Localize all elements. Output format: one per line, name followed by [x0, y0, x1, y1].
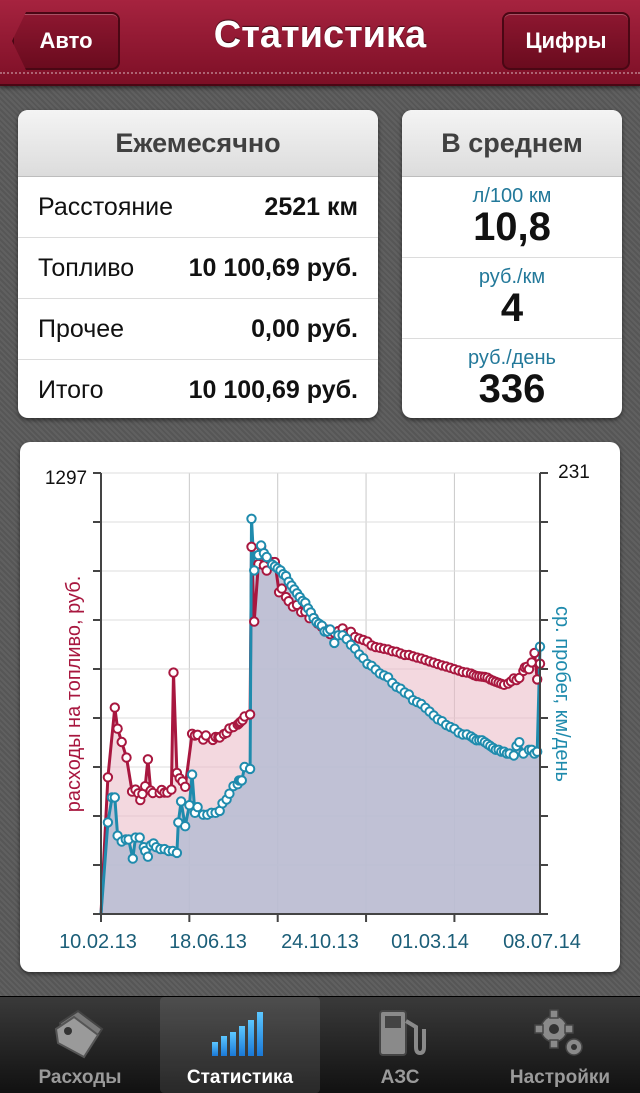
tags-icon: [50, 1005, 110, 1061]
row-total: Итого 10 100,69 руб.: [18, 360, 378, 418]
chart-axes: [93, 472, 548, 922]
tab-label: Статистика: [186, 1067, 294, 1088]
data-point: [109, 792, 121, 803]
bar-chart-icon: [210, 1005, 270, 1061]
monthly-header: Ежемесячно: [18, 110, 378, 177]
avg-label: л/100 км: [472, 185, 552, 207]
data-point: [529, 647, 540, 659]
row-label: Прочее: [38, 314, 125, 343]
data-point: [116, 736, 127, 748]
data-point: [134, 832, 145, 843]
tab-expenses[interactable]: Расходы: [0, 997, 160, 1093]
tab-label: АЗС: [380, 1067, 420, 1088]
data-point: [526, 657, 537, 668]
data-point: [224, 788, 235, 799]
tab-statistics[interactable]: Статистика: [160, 997, 320, 1093]
y-left-axis-label: расходы на топливо, руб.: [63, 576, 85, 813]
gears-icon: [530, 1005, 590, 1061]
avg-cost-per-day: руб./день 336: [402, 339, 622, 418]
row-value: 10 100,69 руб.: [188, 375, 358, 404]
data-point: [168, 667, 179, 678]
data-point: [236, 775, 248, 786]
back-button[interactable]: Авто: [12, 12, 120, 70]
row-label: Расстояние: [38, 192, 174, 221]
data-point: [276, 583, 287, 594]
avg-label: руб./км: [478, 266, 546, 288]
x-tick-label: 08.07.14: [503, 931, 581, 953]
x-tick-label: 18.06.13: [169, 931, 247, 953]
avg-consumption: л/100 км 10,8: [402, 177, 622, 258]
data-point: [246, 513, 257, 525]
data-point: [127, 853, 139, 864]
y-left-max-label: 1297: [45, 468, 87, 489]
data-point: [112, 723, 123, 734]
tab-bar: Расходы Статистика: [0, 996, 640, 1093]
row-label: Итого: [38, 375, 104, 404]
data-point: [102, 772, 114, 783]
average-header: В среднем: [402, 110, 622, 177]
avg-label: руб./день: [468, 347, 556, 369]
x-tick-label: 10.02.13: [59, 931, 137, 953]
tab-label: Настройки: [509, 1067, 611, 1088]
data-point: [175, 796, 187, 807]
data-point: [171, 847, 183, 859]
data-point: [102, 817, 114, 828]
average-card: В среднем л/100 км 10,8 руб./км 4 руб./д…: [402, 110, 622, 418]
numbers-button[interactable]: Цифры: [502, 12, 630, 70]
data-point: [166, 784, 177, 795]
row-value: 0,00 руб.: [251, 314, 358, 343]
row-value: 10 100,69 руб.: [188, 253, 358, 282]
avg-value: 336: [478, 367, 546, 411]
data-point: [508, 750, 519, 761]
row-distance: Расстояние 2521 км: [18, 177, 378, 238]
tab-label: Расходы: [38, 1067, 122, 1088]
avg-cost-per-km: руб./км 4: [402, 258, 622, 339]
data-point: [329, 637, 340, 649]
y-right-max-label: 231: [558, 462, 590, 483]
data-point: [180, 781, 191, 792]
data-point: [514, 737, 525, 748]
data-point: [192, 801, 203, 813]
tab-settings[interactable]: Настройки: [480, 997, 640, 1093]
fuel-pump-icon: [370, 1005, 430, 1061]
y-right-axis-label: ср. пробег, км/день: [551, 606, 573, 782]
data-point: [249, 565, 260, 576]
data-point: [142, 754, 154, 765]
row-value: 2521 км: [264, 192, 358, 221]
data-point: [186, 769, 198, 780]
x-tick-label: 24.10.13: [281, 931, 359, 953]
nav-bar: Авто Статистика Цифры: [0, 0, 640, 86]
x-tick-label: 01.03.14: [391, 931, 469, 953]
monthly-card: Ежемесячно Расстояние 2521 км Топливо 10…: [18, 110, 378, 418]
tab-gas-stations[interactable]: АЗС: [320, 997, 480, 1093]
avg-value: 4: [500, 286, 524, 330]
row-fuel: Топливо 10 100,69 руб.: [18, 238, 378, 299]
chart-points: [102, 513, 546, 864]
row-other: Прочее 0,00 руб.: [18, 299, 378, 360]
data-point: [246, 541, 257, 553]
data-point: [109, 702, 121, 713]
data-point: [249, 616, 260, 627]
chart-svg: 1297 231 расходы на топливо, руб. ср. пр…: [45, 462, 590, 953]
data-point: [325, 624, 336, 635]
data-point: [261, 551, 272, 563]
nav-stitch: [0, 72, 640, 74]
data-point: [142, 851, 154, 862]
row-label: Топливо: [38, 253, 135, 282]
page-title: Статистика: [213, 14, 427, 56]
data-point: [121, 752, 132, 763]
data-point: [184, 800, 195, 811]
avg-value: 10,8: [473, 205, 551, 249]
chart-card: 1297 231 расходы на топливо, руб. ср. пр…: [20, 442, 620, 972]
data-point: [244, 763, 256, 775]
data-point: [244, 709, 256, 720]
data-point: [180, 821, 191, 832]
